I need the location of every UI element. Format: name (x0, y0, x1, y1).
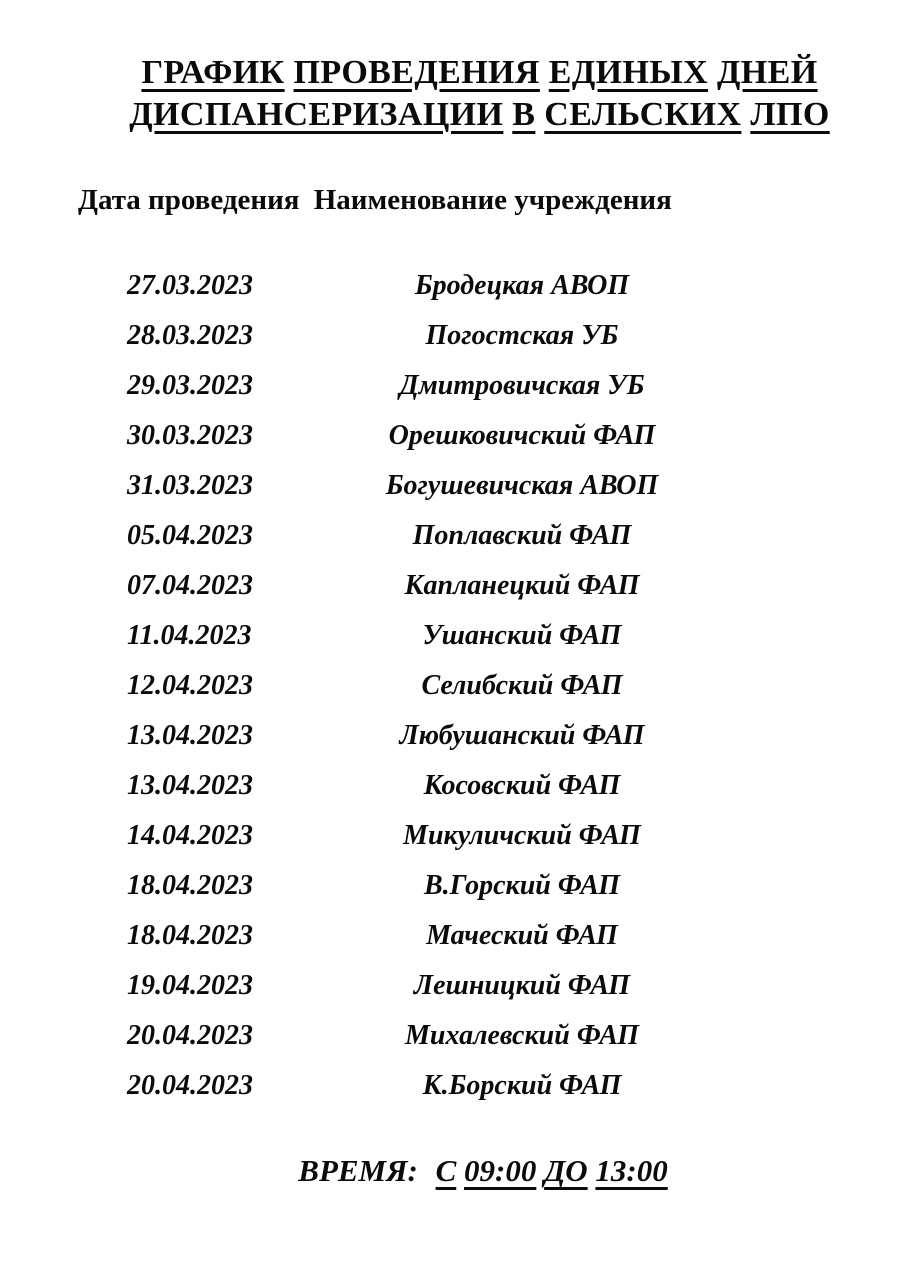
row-facility-cell: Любушанский ФАП (399, 720, 645, 752)
table-row: 20.04.2023 К.Борский ФАП (0, 1061, 904, 1111)
time-note: ВРЕМЯ: С 09:00 ДО 13:00 (0, 1153, 904, 1189)
row-facility-cell: Капланецкий ФАП (404, 570, 640, 602)
row-facility-cell: В.Горский ФАП (423, 870, 621, 902)
table-row: 05.04.2023 Поплавский ФАП (0, 511, 904, 561)
row-date-cell: 20.04.2023 (127, 1020, 253, 1052)
table-column-headers: Дата проведения Наименование учреждения (78, 184, 904, 217)
row-date-cell: 27.03.2023 (127, 270, 253, 302)
table-row: 27.03.2023 Бродецкая АВОП (0, 261, 904, 311)
row-date-cell: 30.03.2023 (127, 420, 253, 452)
document-title: ГРАФИК ПРОВЕДЕНИЯ ЕДИНЫХ ДНЕЙ ДИСПАНСЕРИ… (0, 0, 904, 136)
row-date-cell: 07.04.2023 (127, 570, 253, 602)
row-facility-cell: Косовский ФАП (423, 770, 621, 802)
column-header-facility: Наименование учреждения (313, 184, 672, 217)
table-row: 20.04.2023 Михалевский ФАП (0, 1011, 904, 1061)
table-row: 30.03.2023 Орешковичский ФАП (0, 411, 904, 461)
row-facility-cell: Орешковичский ФАП (388, 420, 656, 452)
row-date-cell: 29.03.2023 (127, 370, 253, 402)
row-facility-cell: Микуличский ФАП (403, 820, 641, 852)
row-facility-cell: К.Борский ФАП (422, 1070, 622, 1102)
table-row: 12.04.2023 Селибский ФАП (0, 661, 904, 711)
row-date-cell: 19.04.2023 (127, 970, 253, 1002)
row-date-cell: 20.04.2023 (127, 1070, 253, 1102)
row-date-cell: 13.04.2023 (127, 770, 253, 802)
time-note-value: С 09:00 ДО 13:00 (435, 1153, 668, 1189)
row-facility-cell: Лешницкий ФАП (413, 970, 631, 1002)
row-facility-cell: Маческий ФАП (426, 920, 618, 952)
table-row: 28.03.2023 Погостская УБ (0, 311, 904, 361)
table-row: 18.04.2023 В.Горский ФАП (0, 861, 904, 911)
row-facility-cell: Поплавский ФАП (412, 520, 632, 552)
row-facility-cell: Бродецкая АВОП (414, 270, 630, 302)
schedule-table: 27.03.2023 Бродецкая АВОП 28.03.2023 Пог… (0, 261, 904, 1111)
row-facility-cell: Селибский ФАП (421, 670, 623, 702)
row-date-cell: 11.04.2023 (127, 620, 252, 652)
row-facility-cell: Богушевичская АВОП (385, 470, 659, 502)
table-row: 31.03.2023 Богушевичская АВОП (0, 461, 904, 511)
table-row: 13.04.2023 Любушанский ФАП (0, 711, 904, 761)
row-date-cell: 28.03.2023 (127, 320, 253, 352)
row-date-cell: 05.04.2023 (127, 520, 253, 552)
row-date-cell: 13.04.2023 (127, 720, 253, 752)
row-facility-cell: Дмитровичская УБ (399, 370, 645, 402)
table-row: 29.03.2023 Дмитровичская УБ (0, 361, 904, 411)
document-title-line2: ДИСПАНСЕРИЗАЦИИ В СЕЛЬСКИХ ЛПО (129, 96, 830, 134)
row-date-cell: 31.03.2023 (127, 470, 253, 502)
row-facility-cell: Погостская УБ (425, 320, 619, 352)
table-row: 07.04.2023 Капланецкий ФАП (0, 561, 904, 611)
table-row: 13.04.2023 Косовский ФАП (0, 761, 904, 811)
document-title-line1: ГРАФИК ПРОВЕДЕНИЯ ЕДИНЫХ ДНЕЙ (141, 54, 818, 91)
column-header-date: Дата проведения (78, 184, 300, 217)
row-date-cell: 18.04.2023 (127, 870, 253, 902)
row-date-cell: 18.04.2023 (127, 920, 253, 952)
row-date-cell: 12.04.2023 (127, 670, 253, 702)
row-facility-cell: Михалевский ФАП (405, 1020, 639, 1052)
table-row: 14.04.2023 Микуличский ФАП (0, 811, 904, 861)
row-facility-cell: Ушанский ФАП (422, 620, 622, 652)
row-date-cell: 14.04.2023 (127, 820, 253, 852)
table-row: 18.04.2023 Маческий ФАП (0, 911, 904, 961)
table-row: 19.04.2023 Лешницкий ФАП (0, 961, 904, 1011)
table-row: 11.04.2023 Ушанский ФАП (0, 611, 904, 661)
time-note-label: ВРЕМЯ: (298, 1153, 418, 1189)
